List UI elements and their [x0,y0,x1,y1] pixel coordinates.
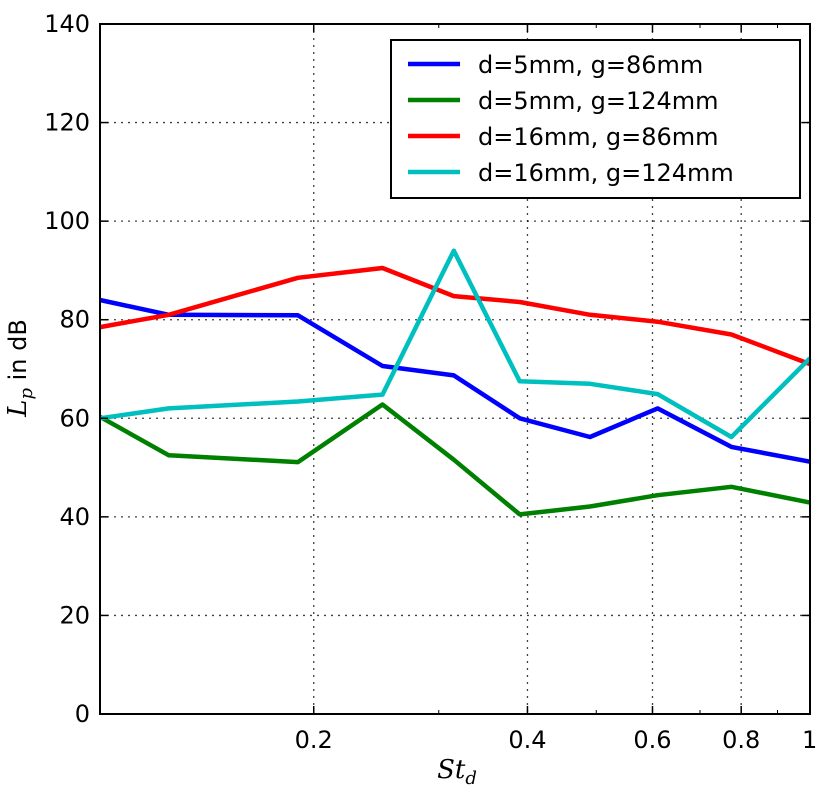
x-tick-label: 0.8 [722,726,760,754]
y-axis-label: Lp in dB [3,319,37,418]
y-tick-label: 140 [44,10,90,38]
series-line-1 [99,297,811,464]
x-tick-label: 0.2 [295,726,333,754]
y-axis-ticks: 0 20 40 60 80 100 120 140 [44,10,810,728]
legend: d=5mm, g=86mm d=5mm, g=124mm d=16mm, g=86m… [390,39,801,199]
y-tick-label: 80 [59,306,90,334]
legend-label: d=5mm, g=86mm [478,51,703,79]
x-axis-label: Std [437,755,477,789]
plot-frame [99,23,811,715]
grid-lines [100,24,810,714]
x-axis-ticks: 0.2 0.4 0.6 0.8 1 [295,24,817,754]
data-series [98,248,812,517]
x-tick-label: 0.6 [633,726,671,754]
plot-border [99,23,811,715]
y-tick-label: 120 [44,109,90,137]
y-tick-label: 60 [59,404,90,432]
y-tick-label: 0 [75,700,90,728]
x-tick-label: 1 [802,726,817,754]
y-tick-label: 100 [44,207,90,235]
series-line-4 [99,248,812,440]
legend-label: d=5mm, g=124mm [478,87,719,115]
series-line-3 [99,265,811,367]
x-tick-label: 0.4 [508,726,546,754]
series-line-2 [98,402,811,517]
legend-label: d=16mm, g=124mm [478,159,734,187]
y-tick-label: 40 [59,503,90,531]
legend-label: d=16mm, g=86mm [478,123,719,151]
y-tick-label: 20 [59,601,90,629]
